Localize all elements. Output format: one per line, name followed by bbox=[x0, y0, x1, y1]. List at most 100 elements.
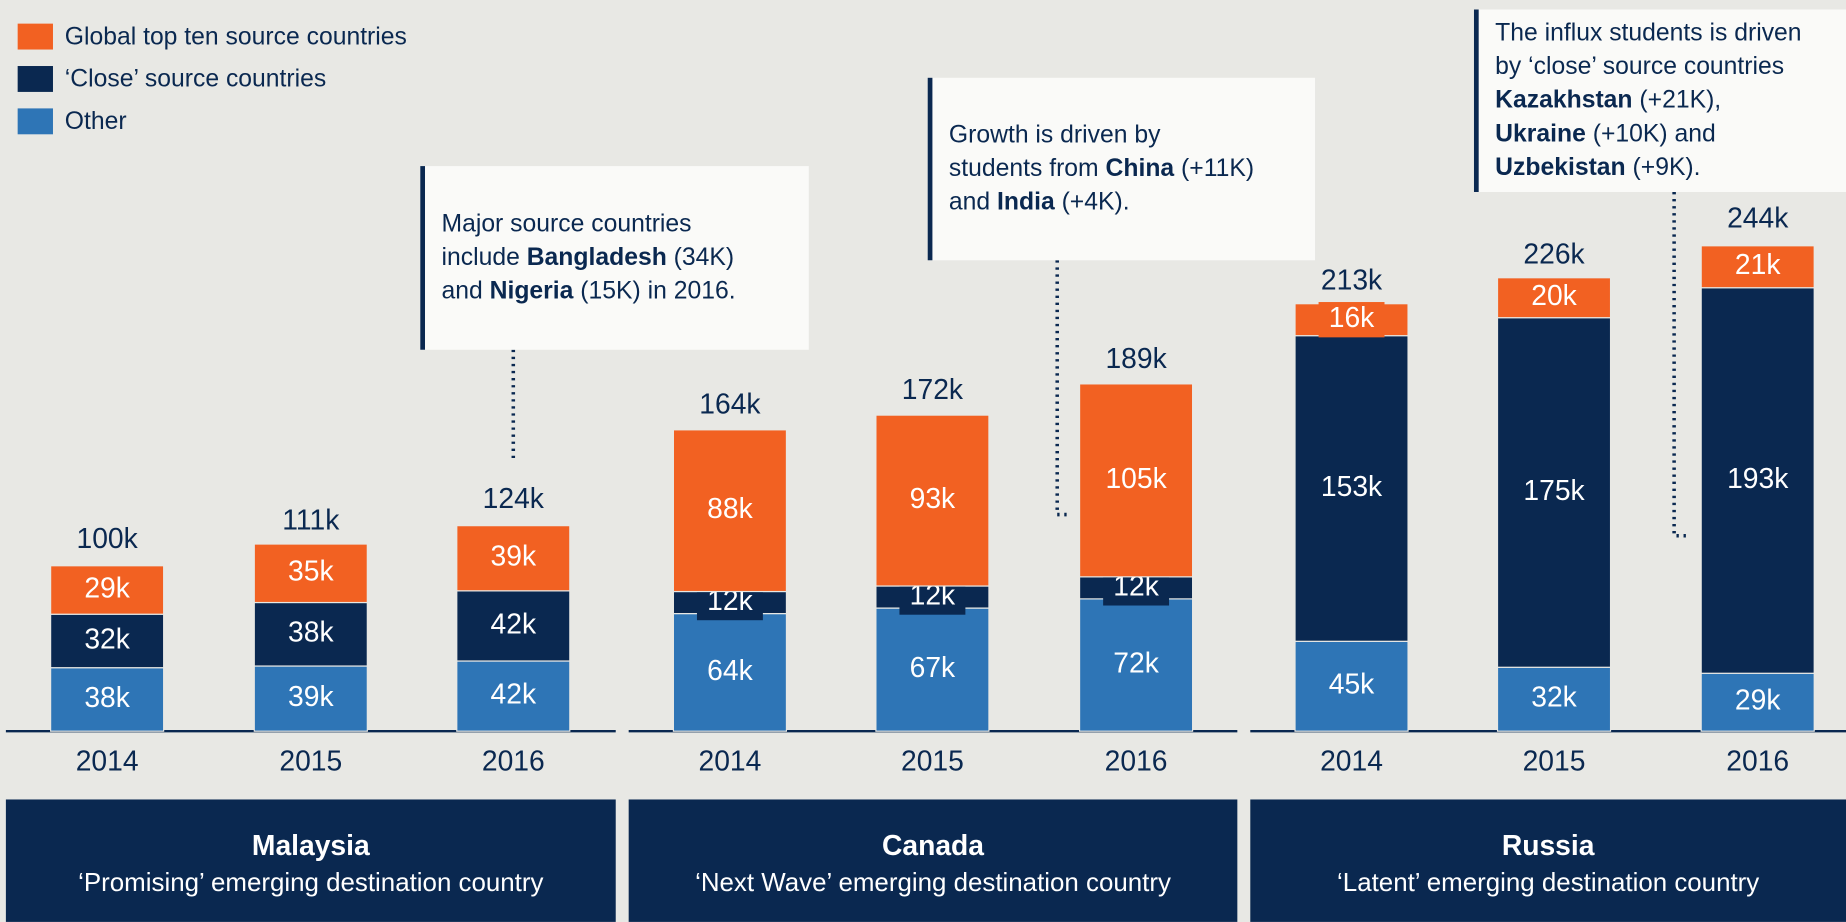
panel-title: Canada bbox=[882, 829, 984, 861]
bar-segment bbox=[1700, 287, 1815, 674]
value-label: 153k bbox=[1321, 470, 1383, 502]
x-tick-label: 2014 bbox=[1320, 744, 1383, 776]
x-tick-label: 2016 bbox=[1105, 744, 1168, 776]
annotation-run: Nigeria bbox=[490, 277, 574, 304]
legend-swatch bbox=[17, 108, 53, 135]
annotation-run: (+4K). bbox=[1055, 188, 1130, 215]
annotation-bar bbox=[420, 166, 426, 350]
bar-segment bbox=[253, 601, 368, 667]
annotation-run: India bbox=[997, 188, 1055, 215]
annotation-text: and Nigeria (15K) in 2016. bbox=[441, 277, 735, 304]
value-label: 21k bbox=[1735, 248, 1781, 280]
x-tick-label: 2016 bbox=[482, 744, 545, 776]
x-tick-label: 2015 bbox=[901, 744, 964, 776]
bar-segment bbox=[1700, 245, 1815, 289]
bar-segment bbox=[253, 665, 368, 732]
value-label: 39k bbox=[288, 680, 334, 712]
value-label: 64k bbox=[707, 654, 753, 686]
annotation-box bbox=[1473, 9, 1846, 192]
leader-line bbox=[1672, 191, 1690, 538]
annotation-bar bbox=[1473, 9, 1479, 192]
legend-label: Global top ten source countries bbox=[65, 23, 407, 50]
bar-segment bbox=[456, 590, 571, 662]
value-label: 88k bbox=[707, 492, 753, 524]
annotation-run: and bbox=[441, 277, 489, 304]
bar-segment bbox=[456, 525, 571, 592]
value-label: 45k bbox=[1329, 668, 1375, 700]
annotation-text: students from China (+11K) bbox=[949, 155, 1254, 182]
value-label: 72k bbox=[1113, 647, 1159, 679]
annotation-run: China bbox=[1106, 155, 1175, 182]
total-label: 226k bbox=[1523, 238, 1585, 270]
panel-title: Malaysia bbox=[252, 829, 370, 861]
total-label: 244k bbox=[1727, 202, 1789, 234]
x-tick-label: 2014 bbox=[698, 744, 761, 776]
bar-segment bbox=[1294, 640, 1409, 732]
annotation-bar bbox=[927, 77, 933, 261]
footer-box bbox=[5, 799, 616, 922]
value-label: 32k bbox=[84, 622, 130, 654]
annotation-run: (+11K) bbox=[1174, 155, 1254, 182]
annotation-run: (15K) in 2016. bbox=[573, 277, 735, 304]
annotation-box bbox=[927, 77, 1316, 261]
panel-subtitle: ‘Latent’ emerging destination country bbox=[1337, 869, 1759, 897]
annotation-run: (34K) bbox=[667, 243, 734, 270]
value-label: 38k bbox=[288, 616, 334, 648]
annotation-text: Major source countries bbox=[441, 210, 691, 237]
x-tick-label: 2015 bbox=[279, 744, 342, 776]
value-label: 20k bbox=[1531, 279, 1577, 311]
footer-box bbox=[628, 799, 1238, 922]
annotation-run: students from bbox=[949, 155, 1106, 182]
bar-segment bbox=[50, 565, 165, 615]
total-label: 111k bbox=[282, 504, 340, 536]
annotation-run: Ukraine bbox=[1495, 120, 1586, 147]
bar-segment bbox=[50, 613, 165, 669]
annotation-run: Bangladesh bbox=[527, 243, 667, 270]
value-label: 67k bbox=[910, 651, 956, 683]
value-label: 193k bbox=[1727, 462, 1789, 494]
total-label: 164k bbox=[699, 388, 761, 420]
bar-segment bbox=[456, 660, 571, 732]
bar-segment bbox=[672, 612, 788, 732]
annotation-text: The influx students is driven bbox=[1495, 19, 1801, 46]
panel-title: Russia bbox=[1502, 829, 1595, 861]
annotation-run: The influx students is driven bbox=[1495, 19, 1801, 46]
leader-line bbox=[1055, 260, 1072, 517]
value-label: 39k bbox=[491, 540, 537, 572]
x-tick-label: 2015 bbox=[1523, 744, 1586, 776]
label-pad bbox=[1318, 302, 1385, 338]
legend-label: ‘Close’ source countries bbox=[65, 66, 327, 93]
annotation-text: Growth is driven by bbox=[949, 121, 1161, 148]
annotation-run: (+9K). bbox=[1626, 153, 1701, 180]
annotation-run: Growth is driven by bbox=[949, 121, 1161, 148]
annotation-text: and India (+4K). bbox=[949, 188, 1130, 215]
panel-subtitle: ‘Next Wave’ emerging destination country bbox=[695, 869, 1171, 897]
value-label: 29k bbox=[1735, 684, 1781, 716]
total-label: 100k bbox=[77, 522, 139, 554]
legend-label: Other bbox=[65, 108, 127, 135]
bar-segment bbox=[50, 667, 165, 732]
total-label: 124k bbox=[483, 482, 545, 514]
value-label: 105k bbox=[1105, 462, 1167, 494]
bar-segment bbox=[672, 429, 788, 593]
x-tick-label: 2016 bbox=[1726, 744, 1789, 776]
annotation-run: (+10K) and bbox=[1586, 120, 1716, 147]
x-tick-label: 2014 bbox=[76, 744, 139, 776]
legend-swatch bbox=[17, 23, 53, 50]
annotation-text: include Bangladesh (34K) bbox=[441, 243, 734, 270]
value-label: 42k bbox=[491, 678, 537, 710]
total-label: 172k bbox=[902, 373, 964, 405]
footer-box bbox=[1250, 799, 1846, 922]
legend-swatch bbox=[17, 66, 53, 92]
total-label: 213k bbox=[1321, 264, 1383, 296]
value-label: 16k bbox=[1329, 301, 1375, 333]
value-label: 42k bbox=[491, 607, 537, 639]
annotation-text: by ‘close’ source countries bbox=[1495, 53, 1784, 80]
annotation-box bbox=[420, 166, 809, 350]
value-label: 93k bbox=[910, 482, 956, 514]
bar-segment bbox=[1496, 666, 1612, 732]
value-label: 35k bbox=[288, 555, 334, 587]
bar-segment bbox=[1078, 383, 1194, 578]
annotation-run: Uzbekistan bbox=[1495, 153, 1626, 180]
